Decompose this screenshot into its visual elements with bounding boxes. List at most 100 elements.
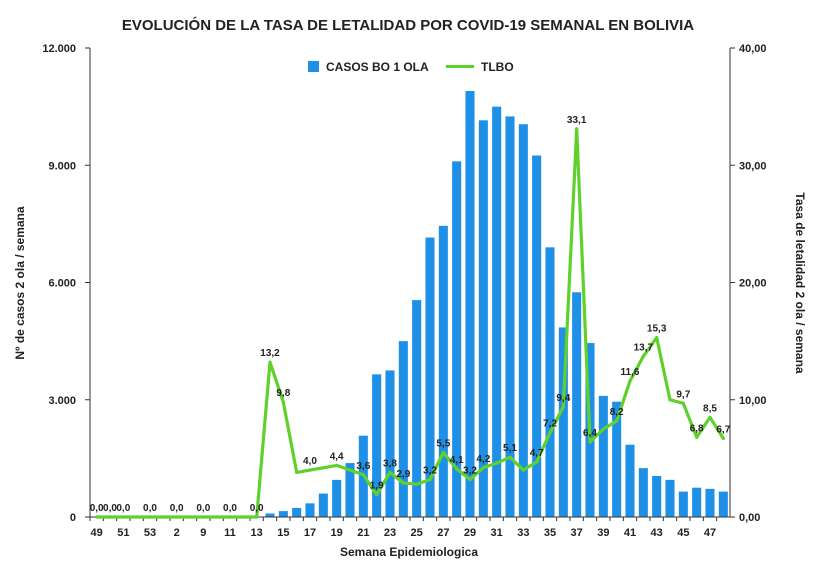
line-point — [721, 436, 725, 441]
line-point — [268, 360, 272, 364]
x-tick-label: 49 — [91, 527, 103, 539]
line-point — [148, 515, 152, 519]
line-point — [455, 467, 459, 471]
bar — [332, 479, 342, 517]
line-point — [628, 379, 632, 383]
bar — [372, 374, 382, 517]
data-label: 15,3 — [647, 324, 667, 335]
bar — [598, 395, 608, 517]
line-point — [695, 435, 699, 439]
y-right-tick-label: 30,00 — [739, 160, 767, 172]
bar — [638, 468, 648, 517]
x-tick-label: 25 — [411, 527, 423, 539]
x-tick-label: 35 — [544, 527, 556, 539]
line-point — [575, 127, 579, 131]
x-tick-label: 41 — [624, 527, 636, 539]
line-point — [348, 468, 352, 472]
line-point — [521, 468, 525, 472]
x-tick-label: 9 — [200, 527, 206, 539]
y-left-tick-label: 9.000 — [48, 160, 76, 172]
y-right-tick-label: 20,00 — [739, 278, 767, 290]
y-left-tick-label: 0 — [70, 512, 76, 524]
line-series-tlbo — [96, 127, 725, 519]
bar — [518, 124, 528, 518]
x-tick-label: 39 — [597, 527, 609, 539]
line-point — [535, 460, 539, 464]
data-label: 4,2 — [476, 454, 490, 465]
line-point — [588, 440, 592, 444]
line-point — [508, 455, 512, 459]
bar — [265, 513, 275, 517]
legend-label-tlbo: TLBO — [481, 60, 514, 74]
data-label: 5,5 — [436, 439, 450, 450]
bar — [385, 370, 395, 517]
line-point — [308, 468, 312, 472]
line-point — [175, 515, 179, 519]
line-point — [481, 466, 485, 470]
line-point — [681, 401, 685, 405]
data-label: 0,0 — [250, 503, 264, 514]
line-point — [601, 427, 605, 431]
data-label: 0,0 — [90, 503, 104, 514]
bar — [412, 300, 422, 517]
bar — [718, 491, 728, 517]
bar — [478, 120, 488, 517]
line-point — [361, 473, 365, 477]
bar — [305, 503, 315, 517]
data-label: 4,7 — [530, 448, 544, 459]
line-point — [428, 477, 432, 482]
bar — [612, 401, 622, 517]
data-label: 6,7 — [716, 424, 730, 435]
line-point — [255, 515, 259, 519]
x-tick-label: 43 — [651, 527, 663, 539]
data-label: 4,0 — [303, 456, 317, 467]
x-tick-label: 13 — [251, 527, 263, 539]
y-right-tick-label: 0,00 — [739, 512, 760, 524]
bar — [438, 225, 448, 517]
bar — [398, 341, 408, 517]
x-tick-label: 2 — [174, 527, 180, 539]
x-axis-title: Semana Epidemiologica — [340, 545, 478, 559]
legend-label-casos: CASOS BO 1 OLA — [326, 60, 429, 74]
line-point — [441, 450, 445, 455]
bar — [318, 493, 328, 517]
data-label: 9,8 — [276, 388, 290, 399]
line-point — [375, 493, 379, 497]
line-point — [161, 515, 165, 519]
y-left-tick-label: 3.000 — [48, 395, 76, 407]
x-tick-label: 37 — [571, 527, 583, 539]
y-left-tick-label: 6.000 — [48, 278, 76, 290]
data-label: 6,8 — [690, 423, 704, 434]
data-label: 9,7 — [676, 389, 690, 400]
bar — [278, 511, 288, 517]
data-label: 33,1 — [567, 115, 587, 126]
x-tick-label: 51 — [117, 527, 129, 539]
data-label: 3,2 — [423, 465, 437, 476]
line-point — [561, 405, 565, 409]
line-point — [135, 515, 139, 519]
line-point — [708, 415, 712, 419]
line-point — [548, 430, 552, 435]
x-tick-label: 19 — [331, 527, 343, 539]
bar — [625, 444, 635, 517]
bar — [558, 327, 568, 517]
x-tick-label: 11 — [224, 527, 236, 539]
data-label: 11,6 — [621, 367, 640, 378]
bar — [572, 292, 582, 517]
data-label: 8,2 — [610, 407, 624, 418]
x-tick-label: 17 — [304, 527, 316, 539]
x-tick-label: 21 — [357, 527, 369, 539]
line-point — [188, 515, 192, 519]
data-label: 4,4 — [330, 451, 344, 462]
line-point — [215, 515, 219, 519]
bar — [532, 155, 542, 517]
data-label: 7,2 — [543, 419, 557, 430]
data-label: 0,0 — [170, 503, 184, 514]
line-point — [388, 470, 392, 475]
x-tick-label: 23 — [384, 527, 396, 539]
line-point — [321, 466, 325, 470]
line-point — [335, 463, 339, 468]
x-tick-label: 33 — [517, 527, 529, 539]
data-label: 2,9 — [396, 469, 410, 480]
